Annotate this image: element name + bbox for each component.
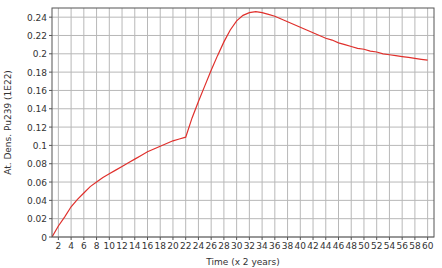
x-grid-line: [300, 8, 301, 237]
x-grid-line: [376, 8, 377, 237]
x-tick-label: 22: [180, 241, 191, 251]
y-tick-label: 0.16: [27, 86, 47, 96]
x-grid-line: [414, 8, 415, 237]
x-grid-line: [313, 8, 314, 237]
x-tick-label: 42: [307, 241, 318, 251]
x-grid-line: [122, 8, 123, 237]
x-tick-label: 58: [409, 241, 421, 251]
line-series: [52, 12, 428, 237]
y-tick-label: 0.14: [27, 104, 47, 114]
y-tick-label: 0.18: [27, 68, 47, 78]
x-grid-line: [160, 8, 161, 237]
x-tick-label: 40: [295, 241, 307, 251]
y-tick-label: 0.12: [27, 123, 47, 133]
x-tick-label: 56: [396, 241, 408, 251]
x-tick-label: 14: [129, 241, 141, 251]
x-tick-label: 28: [218, 241, 230, 251]
x-tick-label: 34: [256, 241, 268, 251]
x-grid-line: [236, 8, 237, 237]
x-tick-label: 48: [346, 241, 358, 251]
x-grid-line: [287, 8, 288, 237]
x-tick-label: 24: [193, 241, 205, 251]
x-tick-label: 12: [116, 241, 127, 251]
x-tick-label: 38: [282, 241, 294, 251]
grid: [52, 8, 434, 237]
y-tick-label: 0.04: [27, 196, 47, 206]
x-tick-label: 52: [371, 241, 382, 251]
x-tick-label: 60: [422, 241, 434, 251]
y-axis-label: At. Dens. Pu239 (1E22): [3, 70, 13, 175]
x-grid-line: [274, 8, 275, 237]
y-tick-label: 0: [41, 233, 47, 243]
x-tick-label: 18: [155, 241, 167, 251]
x-grid-line: [198, 8, 199, 237]
x-grid-line: [351, 8, 352, 237]
x-grid-line: [58, 8, 59, 237]
x-tick-label: 2: [55, 241, 61, 251]
x-grid-line: [211, 8, 212, 237]
x-tick-label: 6: [81, 241, 87, 251]
x-tick-label: 36: [269, 241, 281, 251]
x-grid-line: [427, 8, 428, 237]
x-grid-line: [262, 8, 263, 237]
x-tick-label: 44: [320, 241, 332, 251]
y-tick-label: 0.22: [27, 31, 47, 41]
x-grid-line: [389, 8, 390, 237]
x-tick-label: 46: [333, 241, 345, 251]
x-grid-line: [71, 8, 72, 237]
x-tick-label: 54: [384, 241, 396, 251]
y-tick-label: 0.08: [27, 159, 47, 169]
x-tick-label: 8: [94, 241, 100, 251]
x-grid-line: [134, 8, 135, 237]
x-grid-line: [185, 8, 186, 237]
x-tick-label: 16: [142, 241, 154, 251]
x-grid-line: [147, 8, 148, 237]
x-tick-label: 4: [68, 241, 74, 251]
y-tick-label: 0.1: [33, 141, 47, 151]
x-tick-label: 10: [104, 241, 116, 251]
x-tick-label: 30: [231, 241, 243, 251]
x-tick-label: 32: [244, 241, 255, 251]
x-grid-line: [402, 8, 403, 237]
x-grid-line: [172, 8, 173, 237]
x-grid-line: [83, 8, 84, 237]
x-grid-line: [363, 8, 364, 237]
y-tick-label: 0.24: [27, 13, 47, 23]
x-grid-line: [96, 8, 97, 237]
y-tick-label: 0.2: [33, 49, 47, 59]
chart: 0 0.02 0.04 0.06 0.08 0.1 0.12 0.14 0.16 0.18 0.2 0…: [0, 0, 442, 268]
y-tick-label: 0.02: [27, 214, 47, 224]
x-tick-label: 50: [358, 241, 370, 251]
x-tick-label: 20: [167, 241, 179, 251]
y-tick-label: 0.06: [27, 178, 47, 188]
x-tick-label: 26: [205, 241, 217, 251]
plot-area: [52, 8, 434, 237]
x-grid-line: [109, 8, 110, 237]
series-group: [52, 12, 428, 237]
x-axis-label: Time (x 2 years): [205, 257, 279, 267]
plot-frame: [52, 8, 434, 237]
x-grid-line: [249, 8, 250, 237]
x-grid-line: [325, 8, 326, 237]
